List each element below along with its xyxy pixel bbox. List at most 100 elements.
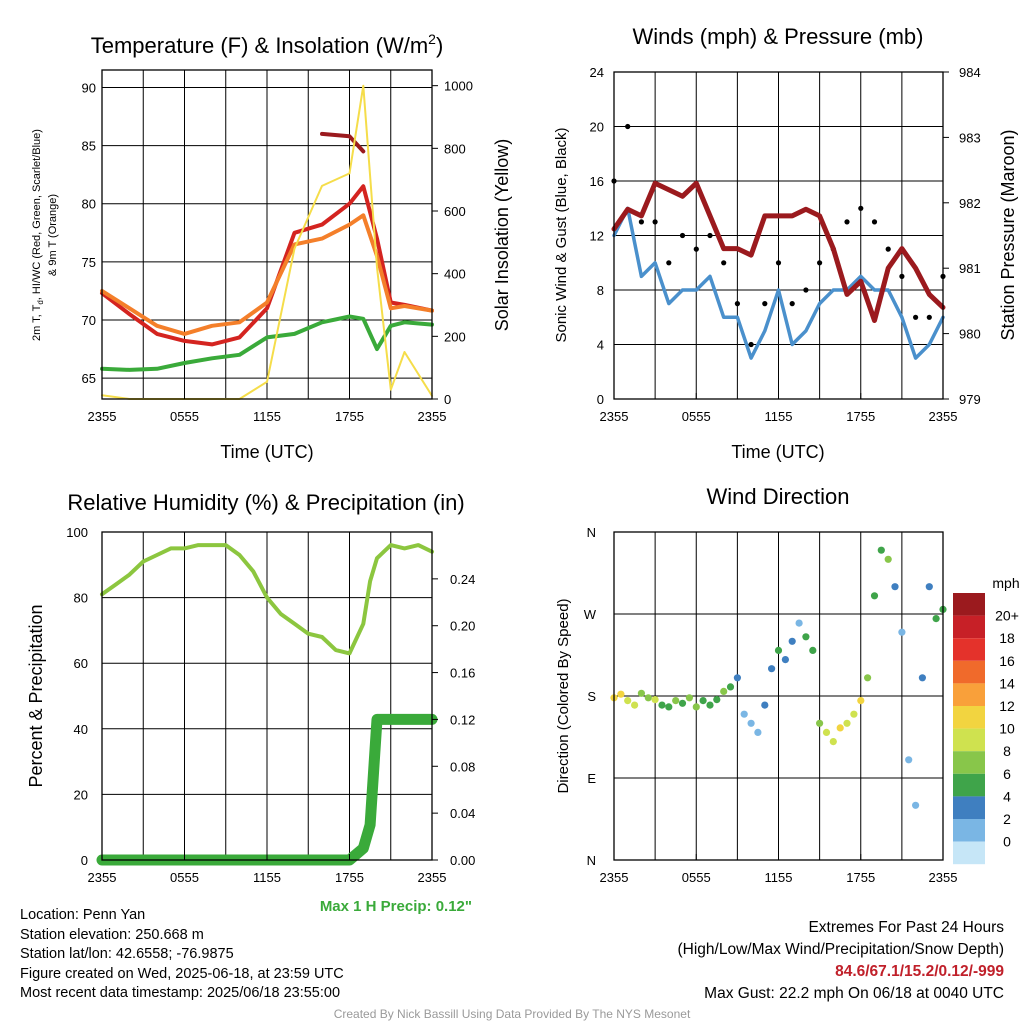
direction-point: [665, 703, 673, 711]
x-tick-label: 2355: [929, 409, 958, 424]
extremes-info: Extremes For Past 24 Hours (High/Low/Max…: [678, 917, 1005, 1005]
direction-point: [617, 690, 625, 698]
created-text: Figure created on Wed, 2025-06-18, at 23…: [20, 965, 344, 982]
extremes-title: Extremes For Past 24 Hours: [808, 919, 1004, 936]
direction-point: [768, 665, 776, 673]
colorbar-swatch: [953, 615, 985, 639]
max-gust-text: Max Gust: 22.2 mph On 06/18 at 0040 UTC: [704, 985, 1004, 1002]
colorbar-swatch: [953, 819, 985, 842]
x-tick-label: 1155: [253, 870, 281, 885]
series-line-relative-humidity: [100, 543, 434, 656]
direction-point: [884, 555, 892, 563]
gust-point: [803, 287, 809, 293]
x-tick-label: 2355: [88, 409, 117, 424]
colorbar-label: 16: [999, 653, 1015, 669]
gust-point: [885, 246, 891, 252]
credit-text: Created By Nick Bassill Using Data Provi…: [333, 1007, 691, 1021]
temperature-ylabel-line2: & 9m T (Orange): [47, 194, 59, 276]
direction-point: [932, 615, 940, 623]
y-tick-label: S: [587, 689, 596, 704]
direction-point: [740, 710, 748, 718]
max-precip-label: Max 1 H Precip: 0.12": [320, 898, 472, 915]
direction-point: [870, 592, 879, 600]
x-tick-label: 0555: [170, 409, 199, 424]
right-y-tick-label: 0.12: [450, 712, 475, 727]
x-tick-label: 1755: [846, 409, 875, 424]
direction-point: [905, 756, 913, 764]
x-tick-label: 2355: [418, 409, 447, 424]
direction-point: [898, 628, 906, 636]
right-y-tick-label: 0.24: [450, 572, 475, 587]
colorbar-swatch: [953, 660, 985, 684]
colorbar-swatch: [953, 773, 985, 797]
gust-point: [625, 123, 631, 130]
direction-point: [754, 728, 762, 737]
colorbar-swatch: [953, 841, 985, 865]
gust-point: [638, 219, 645, 225]
y-tick-label: 80: [82, 197, 96, 212]
colorbar-label: 12: [999, 698, 1015, 714]
right-y-tick-label: 400: [444, 267, 466, 282]
y-tick-label: 8: [597, 283, 604, 298]
series-line-hi: [320, 131, 366, 154]
colorbar-swatch: [953, 683, 985, 706]
direction-point: [795, 619, 803, 627]
series-line-td: [100, 314, 434, 372]
temperature-panel-title: Temperature (F) & Insolation (W/m2): [91, 31, 444, 58]
gust-point: [775, 260, 782, 266]
right-y-tick-label: 800: [444, 141, 466, 156]
direction-point: [918, 674, 927, 682]
direction-point: [809, 646, 817, 655]
colorbar-label: 20+: [995, 608, 1019, 624]
temperature-ylabel-line1: 2m T, Td, HI/WC (Red, Green, Scarlet/Blu…: [31, 129, 45, 341]
temperature-ticks: 2355 0555 1155 1755 2355 65 70 75 80 85 90 0 200 400 6…: [82, 79, 473, 424]
colorbar-label: 8: [1003, 743, 1011, 759]
direction-point: [624, 697, 632, 705]
humidity-grid: [102, 531, 432, 861]
y-tick-label: 70: [82, 313, 96, 328]
gust-point: [762, 301, 768, 307]
direction-point: [726, 683, 735, 691]
gust-point: [666, 260, 672, 266]
right-y-tick-label: 0: [444, 392, 451, 407]
direction-point: [781, 656, 790, 664]
gust-point: [721, 260, 727, 266]
colorbar-swatch: [953, 706, 985, 729]
y-tick-label: 12: [590, 229, 604, 244]
gust-point: [748, 341, 754, 348]
right-y-tick-label: 980: [959, 327, 981, 342]
direction-point: [864, 674, 872, 682]
direction-point: [658, 701, 666, 709]
direction-point: [857, 697, 865, 705]
gust-point: [844, 219, 850, 225]
wind-panel-title: Winds (mph) & Pressure (mb): [633, 24, 924, 49]
y-tick-label: 85: [82, 139, 96, 154]
recent-data-text: Most recent data timestamp: 2025/06/18 2…: [20, 985, 341, 1001]
direction-point: [651, 696, 659, 704]
colorbar-label: 10: [999, 721, 1015, 737]
right-y-tick-label: 984: [959, 65, 981, 80]
direction-point: [720, 687, 728, 696]
gust-point: [817, 260, 823, 266]
y-tick-label: 4: [597, 338, 604, 353]
x-tick-label: 1155: [765, 870, 793, 885]
direction-grid: [614, 531, 943, 861]
colorbar-swatch: [953, 796, 985, 819]
wind-ylabel: Sonic Wind & Gust (Blue, Black): [553, 127, 570, 342]
series-line-station-pressure: [611, 180, 946, 323]
station-info: Location: Penn Yan Station elevation: 25…: [20, 906, 344, 1004]
x-tick-label: 1755: [335, 870, 364, 885]
x-tick-label: 2355: [600, 409, 629, 424]
humidity-panel-title: Relative Humidity (%) & Precipitation (i…: [67, 490, 464, 515]
direction-point: [637, 689, 646, 697]
direction-point: [829, 738, 837, 746]
direction-point: [678, 699, 687, 707]
temperature-grid: [102, 70, 432, 399]
gust-point: [652, 219, 658, 225]
x-tick-label: 1755: [846, 870, 875, 885]
x-tick-label: 2355: [929, 870, 958, 885]
colorbar-label: 4: [1003, 788, 1011, 804]
direction-point: [774, 646, 783, 655]
gust-point: [693, 246, 699, 252]
